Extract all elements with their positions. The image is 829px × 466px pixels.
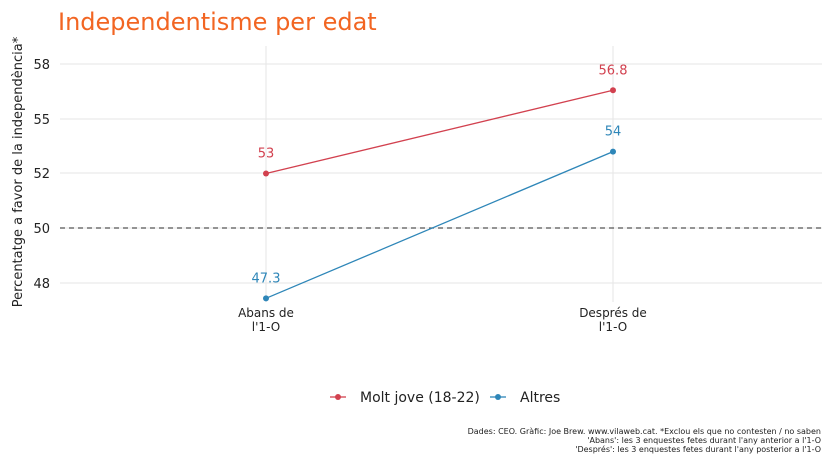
- data-point: [263, 170, 269, 177]
- x-axis-ticks: Abans de l'1-O Després de l'1-O: [238, 306, 647, 334]
- series-group: 53 56.8 47.3 54: [252, 63, 628, 302]
- data-label: 47.3: [252, 271, 281, 286]
- legend-label: Molt jove (18-22): [360, 390, 480, 406]
- y-tick-label: 50: [33, 222, 50, 237]
- data-label: 54: [605, 125, 622, 140]
- data-point: [610, 148, 616, 155]
- legend: Molt jove (18-22) Altres: [330, 390, 560, 406]
- legend-marker: [335, 394, 341, 400]
- caption-line: 'Després': les 3 enquestes fetes durant …: [575, 444, 821, 454]
- y-tick-label: 58: [33, 58, 50, 73]
- legend-label: Altres: [520, 390, 560, 406]
- x-tick-label: Abans de l'1-O: [238, 306, 294, 334]
- data-label: 56.8: [599, 63, 628, 78]
- legend-marker: [495, 394, 501, 400]
- y-tick-label: 55: [33, 113, 50, 128]
- caption-line: Dades: CEO. Gràfic: Joe Brew. www.vilawe…: [468, 427, 821, 436]
- series-line-0: [265, 89, 614, 175]
- y-tick-label: 52: [33, 167, 50, 182]
- chart-title: Independentisme per edat: [58, 8, 377, 36]
- y-axis-ticks: 48 50 52 55 58: [33, 58, 50, 292]
- series-line-1: [265, 151, 614, 299]
- caption-line: 'Abans': les 3 enquestes fetes durant l'…: [587, 436, 821, 445]
- data-point: [610, 87, 616, 94]
- y-axis-label: Percentatge a favor de la independència*: [11, 36, 26, 307]
- caption: Dades: CEO. Gràfic: Joe Brew. www.vilawe…: [468, 427, 821, 454]
- data-point: [263, 295, 269, 302]
- y-tick-label: 48: [33, 277, 50, 292]
- x-tick-label: Després de l'1-O: [579, 306, 647, 334]
- grid: [60, 46, 822, 302]
- data-label: 53: [258, 147, 275, 162]
